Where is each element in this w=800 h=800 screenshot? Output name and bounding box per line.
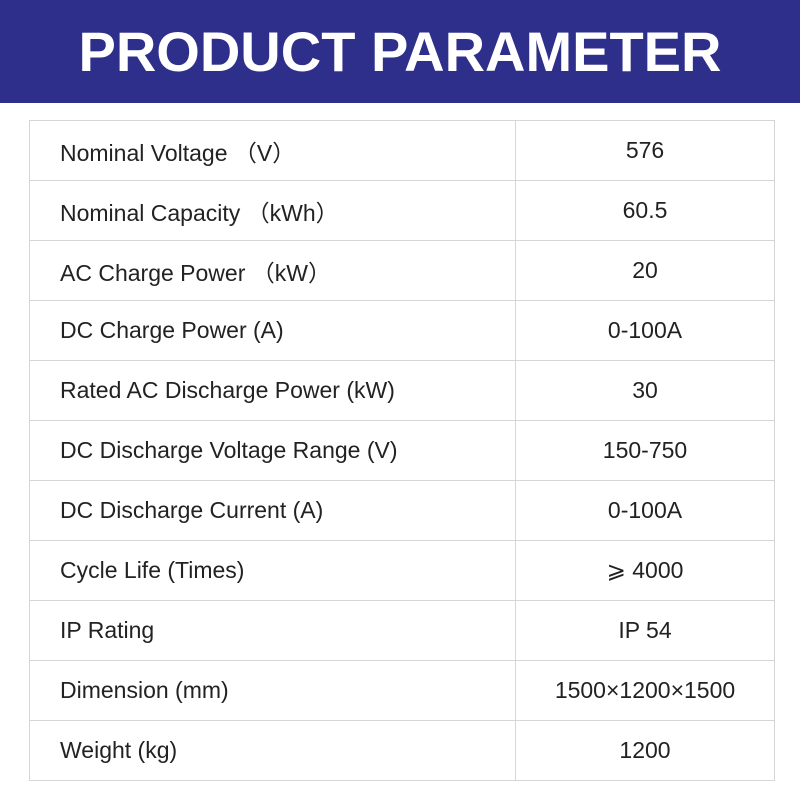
table-row: Weight (kg) 1200: [29, 720, 775, 781]
table-row: IP Rating IP 54: [29, 600, 775, 661]
parameter-label: Cycle Life (Times): [29, 540, 516, 601]
parameter-value: 60.5: [515, 180, 775, 241]
table-row: Rated AC Discharge Power (kW) 30: [29, 360, 775, 421]
parameter-value: 150-750: [515, 420, 775, 481]
parameter-value: 1200: [515, 720, 775, 781]
page-title: PRODUCT PARAMETER: [78, 19, 722, 83]
table-row: Dimension (mm) 1500×1200×1500: [29, 660, 775, 721]
parameter-table: Nominal Voltage （V） 576 Nominal Capacity…: [29, 120, 775, 781]
parameter-label: Nominal Voltage （V）: [29, 120, 516, 181]
parameter-value: 1500×1200×1500: [515, 660, 775, 721]
parameter-value: IP 54: [515, 600, 775, 661]
header-banner: PRODUCT PARAMETER: [0, 0, 800, 103]
parameter-value: 0-100A: [515, 300, 775, 361]
table-row: AC Charge Power （kW） 20: [29, 240, 775, 301]
table-row: DC Charge Power (A) 0-100A: [29, 300, 775, 361]
table-row: Nominal Voltage （V） 576: [29, 120, 775, 181]
parameter-label: Nominal Capacity （kWh）: [29, 180, 516, 241]
parameter-value: 0-100A: [515, 480, 775, 541]
table-row: DC Discharge Current (A) 0-100A: [29, 480, 775, 541]
parameter-label: IP Rating: [29, 600, 516, 661]
parameter-table-container: Nominal Voltage （V） 576 Nominal Capacity…: [29, 120, 775, 781]
parameter-value: 20: [515, 240, 775, 301]
parameter-label: DC Discharge Current (A): [29, 480, 516, 541]
parameter-label: DC Charge Power (A): [29, 300, 516, 361]
parameter-label: DC Discharge Voltage Range (V): [29, 420, 516, 481]
parameter-value: ⩾ 4000: [515, 540, 775, 601]
parameter-value: 30: [515, 360, 775, 421]
parameter-label: Dimension (mm): [29, 660, 516, 721]
parameter-label: Rated AC Discharge Power (kW): [29, 360, 516, 421]
table-row: Nominal Capacity （kWh） 60.5: [29, 180, 775, 241]
table-row: Cycle Life (Times) ⩾ 4000: [29, 540, 775, 601]
table-row: DC Discharge Voltage Range (V) 150-750: [29, 420, 775, 481]
parameter-label: Weight (kg): [29, 720, 516, 781]
parameter-label: AC Charge Power （kW）: [29, 240, 516, 301]
parameter-value: 576: [515, 120, 775, 181]
